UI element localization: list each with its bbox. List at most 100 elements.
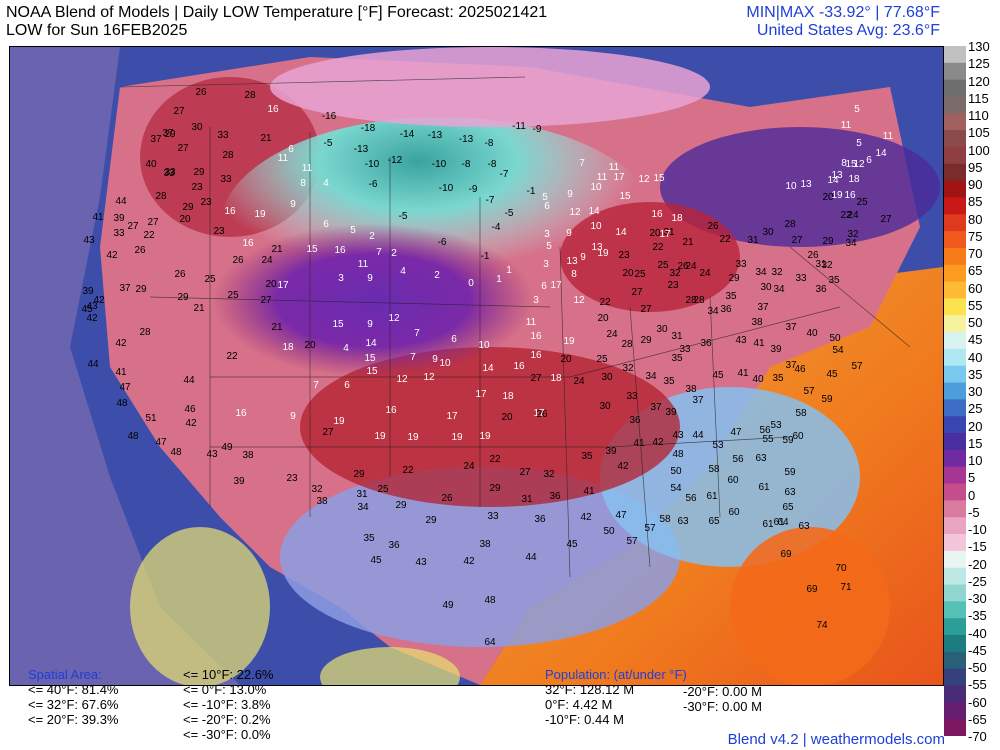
temperature-label: 12	[573, 295, 585, 306]
temperature-label: 39	[233, 476, 245, 487]
footer-credit: Blend v4.2 | weathermodels.com	[727, 731, 945, 748]
temperature-label: 20	[597, 313, 609, 324]
scale-tick-label: 25	[968, 401, 983, 417]
temperature-label: 17	[613, 172, 625, 183]
temperature-label: 13	[566, 256, 578, 267]
temperature-label: 4	[323, 178, 329, 189]
temperature-label: 15	[366, 366, 378, 377]
temperature-label: 38	[479, 539, 491, 550]
scale-tick-label: 120	[968, 73, 990, 89]
scale-swatch	[944, 197, 966, 215]
temperature-label: 41	[115, 367, 127, 378]
temperature-label: 43	[415, 557, 427, 568]
temperature-label: 6	[866, 155, 872, 166]
temperature-label: 2	[369, 231, 375, 242]
temperature-label: 48	[127, 431, 139, 442]
temperature-label: 43	[672, 430, 684, 441]
temperature-label: 26	[134, 245, 146, 256]
temperature-label: 38	[316, 496, 328, 507]
scale-tick-label: 70	[968, 246, 983, 261]
scale-tick-label: 0	[968, 487, 976, 503]
temperature-label: 9	[580, 252, 586, 263]
scale-tick-label: 130	[968, 39, 990, 54]
temperature-label: 25	[227, 290, 239, 301]
temperature-label: 20	[265, 279, 277, 290]
temperature-label: 46	[794, 364, 806, 375]
temperature-label: 42	[185, 418, 197, 429]
scale-tick-label: 95	[968, 159, 983, 175]
temperature-label: 6	[323, 219, 329, 230]
temperature-label: -8	[462, 159, 471, 170]
scale-tick-label: 90	[968, 177, 983, 192]
temperature-label: 32	[771, 267, 783, 278]
scale-tick-label: 55	[968, 297, 983, 313]
temperature-label: 18	[671, 213, 683, 224]
temperature-label: 61	[762, 519, 774, 530]
temperature-label: 32	[543, 469, 555, 480]
scale-tick-label: -40	[968, 625, 987, 641]
temperature-label: 22	[719, 234, 731, 245]
temperature-label: 57	[644, 523, 656, 534]
temperature-label: 14	[875, 148, 887, 159]
temperature-label: 48	[672, 449, 684, 460]
temperature-label: 32	[622, 363, 634, 374]
scale-tick-label: 75	[968, 228, 983, 244]
south-blue-zone	[280, 467, 680, 647]
scale-tick-label: 60	[968, 280, 983, 296]
temperature-label: 16	[513, 361, 525, 372]
temperature-label: 60	[727, 475, 739, 486]
temperature-label: 42	[106, 250, 118, 261]
chart-subtitle: LOW for Sun 16FEB2025	[6, 22, 188, 39]
temperature-label: 13	[800, 179, 812, 190]
scale-swatch	[944, 483, 966, 501]
temperature-label: 44	[525, 552, 537, 563]
temperature-label: 27	[127, 221, 139, 232]
scale-tick-label: -10	[968, 522, 987, 537]
temperature-label: 14	[615, 227, 627, 238]
temperature-label: 22	[143, 230, 155, 241]
scale-swatch	[944, 332, 966, 350]
temperature-label: 33	[220, 174, 232, 185]
temperature-label: 10	[785, 181, 797, 192]
scale-swatch	[944, 231, 966, 249]
temperature-label: 7	[376, 247, 382, 258]
temperature-label: 27	[519, 467, 531, 478]
temperature-label: 8	[300, 178, 306, 189]
temperature-label: 37	[785, 322, 797, 333]
temperature-label: 29	[489, 483, 501, 494]
temperature-label: 19	[333, 416, 345, 427]
temperature-label: 16	[235, 408, 247, 419]
scale-tick-label: 105	[968, 125, 990, 141]
temperature-label: 30	[191, 122, 203, 133]
temperature-label: 26	[807, 250, 819, 261]
temperature-label: 58	[708, 464, 720, 475]
temperature-label: 9	[290, 199, 296, 210]
temperature-label: 14	[588, 206, 600, 217]
temperature-label: 25	[596, 354, 608, 365]
temperature-label: 40	[806, 328, 818, 339]
temperature-label: 28	[155, 191, 167, 202]
temperature-label: 59	[782, 435, 794, 446]
temperature-label: 2	[434, 270, 440, 281]
temperature-label: 48	[484, 595, 496, 606]
temperature-label: 5	[856, 138, 862, 149]
temperature-label: 33	[217, 130, 229, 141]
temperature-label: 29	[640, 335, 652, 346]
purple-band	[180, 217, 640, 437]
temperature-label: 53	[770, 420, 782, 431]
temperature-label: 49	[221, 442, 233, 453]
temperature-label: 26	[195, 87, 207, 98]
scale-tick-label: 50	[968, 315, 983, 330]
temperature-label: 59	[784, 467, 796, 478]
temperature-label: 58	[659, 514, 671, 525]
temperature-label: 16	[530, 331, 542, 342]
scale-tick-label: -55	[968, 677, 987, 693]
temperature-label: 65	[782, 502, 794, 513]
temperature-label: 24	[606, 329, 618, 340]
temperature-label: 13	[831, 170, 843, 181]
temperature-label: 27	[640, 304, 652, 315]
color-scale-bar	[944, 46, 966, 737]
temperature-label: 36	[388, 540, 400, 551]
temperature-label: 31	[747, 235, 759, 246]
scale-tick-label: 100	[968, 142, 990, 158]
